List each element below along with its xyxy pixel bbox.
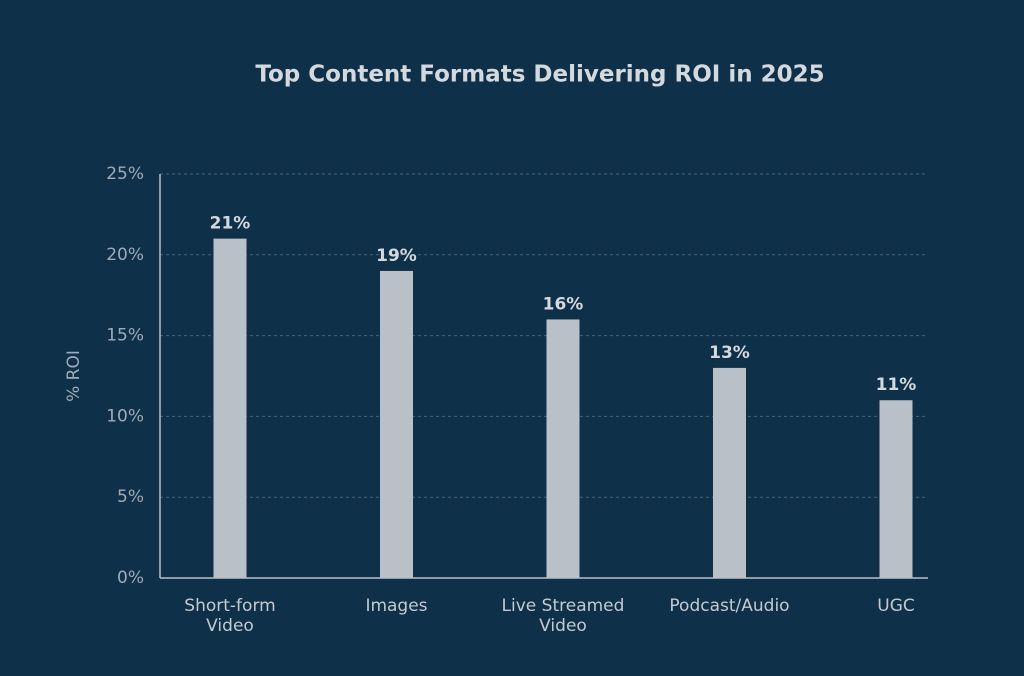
x-tick-label: Podcast/Audio (669, 596, 790, 616)
data-label: 21% (210, 214, 251, 234)
y-tick-label: 10% (106, 406, 144, 426)
x-tick-label: Live Streamed Video (501, 596, 625, 636)
data-label: 11% (876, 375, 917, 395)
y-tick-label: 25% (106, 164, 144, 184)
chart-title: Top Content Formats Delivering ROI in 20… (255, 62, 824, 88)
bar (380, 270, 413, 578)
y-tick-label: 5% (117, 487, 144, 507)
x-tick-label: UGC (877, 596, 915, 616)
data-label: 19% (376, 246, 417, 266)
y-tick-label: 0% (117, 568, 144, 588)
x-tick-label: Images (365, 596, 428, 616)
x-tick-label: Short-form Video (184, 596, 276, 636)
bar (879, 400, 913, 578)
y-axis-label: % ROI (64, 350, 84, 402)
bar (546, 319, 580, 578)
data-label: 13% (709, 343, 750, 363)
y-tick-label: 15% (106, 326, 144, 346)
bar (713, 367, 746, 578)
data-label: 16% (543, 294, 584, 314)
bar (213, 238, 247, 578)
y-tick-label: 20% (106, 245, 144, 265)
